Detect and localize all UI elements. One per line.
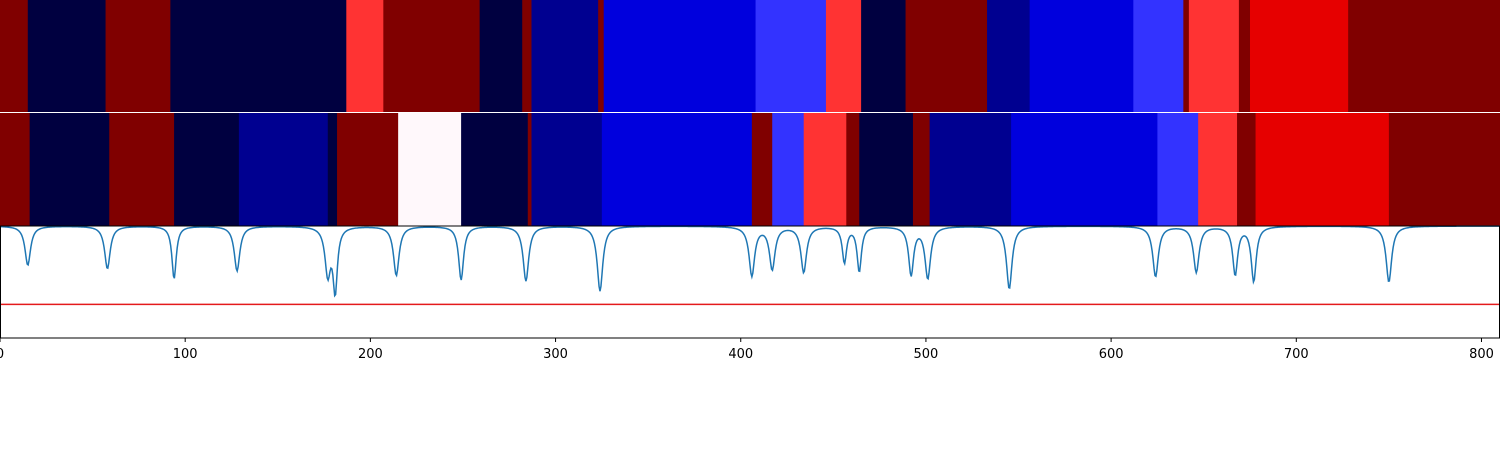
segment-band — [861, 0, 907, 112]
segment-band — [912, 113, 931, 226]
segment-band — [109, 113, 175, 226]
x-tick-label: 0 — [0, 347, 4, 362]
x-tick-label: 500 — [914, 347, 939, 362]
segment-band — [383, 0, 481, 112]
segment-band — [1011, 113, 1159, 226]
segment-band — [174, 113, 240, 226]
segment-band — [598, 0, 605, 112]
bottom-segmentation-strip — [0, 113, 1500, 226]
segment-band — [601, 113, 753, 226]
x-tick-label: 400 — [728, 347, 753, 362]
segment-band — [1029, 0, 1134, 112]
boundary-curve-panel — [0, 225, 1500, 339]
segment-band — [27, 0, 107, 112]
segment-band — [1388, 113, 1500, 226]
curve-panel-background — [0, 226, 1500, 338]
x-tick-label: 300 — [543, 347, 568, 362]
segment-band — [825, 0, 862, 112]
x-axis: 0 100 200 300 400 500 600 700 800 — [0, 338, 1494, 362]
boundary-curve — [0, 225, 1500, 298]
segment-band — [1133, 0, 1184, 112]
segment-band — [1188, 0, 1240, 112]
segment-band — [170, 0, 347, 112]
segment-band — [531, 0, 599, 112]
segment-band — [1237, 113, 1257, 226]
segment-band — [803, 113, 847, 226]
x-tick-label: 700 — [1284, 347, 1309, 362]
segment-band — [1348, 0, 1500, 112]
x-tick-label: 600 — [1099, 347, 1124, 362]
segment-band — [1157, 113, 1199, 226]
segment-band — [105, 0, 171, 112]
segment-band — [1250, 0, 1349, 112]
segment-band — [929, 113, 1012, 226]
segment-band — [905, 0, 988, 112]
segment-band — [772, 113, 805, 226]
segment-band — [346, 0, 384, 112]
segment-band — [0, 0, 29, 112]
segment-band — [337, 113, 399, 226]
segment-band — [755, 0, 827, 112]
segment-band — [987, 0, 1031, 112]
segment-band — [859, 113, 914, 226]
segment-band — [846, 113, 860, 226]
segment-band — [1238, 0, 1251, 112]
segment-band — [398, 113, 462, 226]
segment-band — [1255, 113, 1390, 226]
segment-band — [238, 113, 329, 226]
segment-band — [327, 113, 338, 226]
segment-band — [0, 113, 31, 226]
segment-band — [1183, 0, 1190, 112]
x-tick-label: 100 — [173, 347, 198, 362]
segment-band — [479, 0, 523, 112]
segment-band — [531, 113, 603, 226]
x-tick-label: 200 — [358, 347, 383, 362]
x-tick-label: 800 — [1469, 347, 1494, 362]
segment-band — [751, 113, 773, 226]
segment-band — [522, 0, 533, 112]
segment-band — [527, 113, 533, 226]
segment-band — [1198, 113, 1238, 226]
segment-band — [461, 113, 529, 226]
segment-band — [603, 0, 757, 112]
top-segmentation-strip — [0, 0, 1500, 112]
segment-band — [29, 113, 110, 226]
